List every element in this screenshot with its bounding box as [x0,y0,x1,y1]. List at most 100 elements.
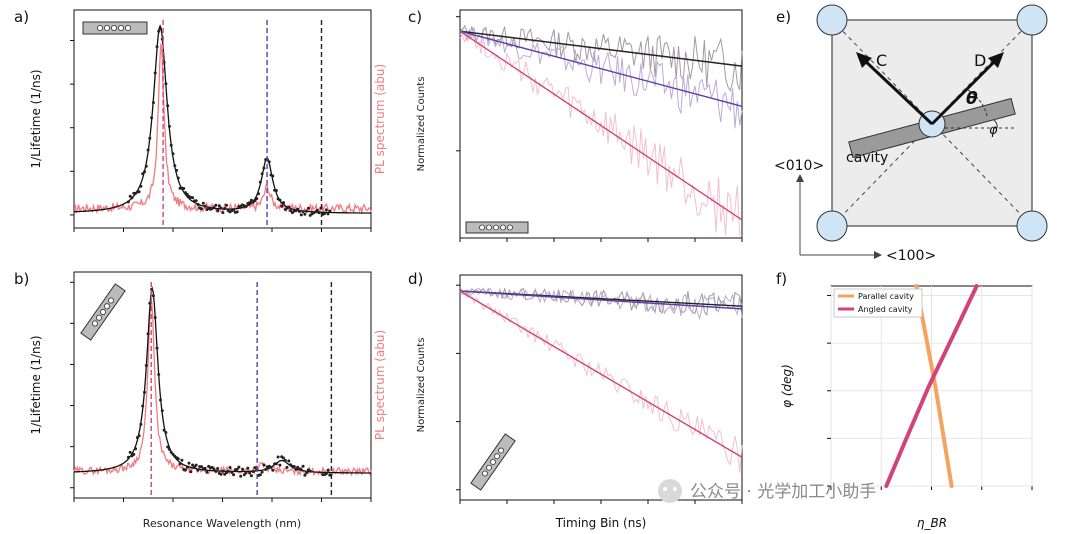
data-point [235,467,239,471]
data-point [205,470,209,474]
data-point [164,431,168,434]
ylabel-c: Normalized Counts [416,77,427,172]
data-point [221,211,225,215]
data-point [141,172,145,176]
data-point [143,170,146,174]
label-cavity: cavity [846,150,888,166]
data-point [219,206,223,210]
data-point [155,45,159,49]
data-point [153,71,157,75]
data-point [248,471,252,475]
data-point [225,203,228,207]
data-point [278,463,282,467]
watermark-text: 公众号 · 光学加工小助手 [690,482,876,502]
data-point [253,199,257,203]
data-point [178,462,182,466]
data-point [150,116,154,120]
data-point [166,104,170,108]
data-point [301,210,305,214]
data-point [171,152,175,156]
panel-b: 1/Lifetime (1/ns) PL spectrum (abu) Reso… [29,271,387,530]
wechat-logo-icon [663,487,667,491]
data-point [176,176,180,180]
data-point [159,27,162,31]
ylabel-right-a: PL spectrum (abu) [373,64,387,174]
data-point [242,473,246,477]
data-point [167,447,171,451]
arrow-head-c [856,52,872,68]
data-point [221,469,225,473]
data-point [169,143,173,147]
data-point [285,465,289,469]
data-point [282,456,285,460]
data-point [182,187,186,190]
data-point [324,208,328,212]
ylabel-right-b: PL spectrum (abu) [373,330,387,440]
data-point [244,471,248,475]
xlabel-b: Resonance Wavelength (nm) [143,517,301,530]
data-point [280,204,284,208]
plot-frame-b [73,271,372,499]
data-point [144,164,148,168]
ylabel-a: 1/Lifetime (1/ns) [29,69,43,168]
data-point [214,203,218,207]
data-point [326,468,330,472]
panel-label-e: e) [776,8,791,26]
data-point [299,213,303,217]
pl-spectrum-line [73,300,372,477]
data-point [287,459,291,463]
ylabel-b: 1/Lifetime (1/ns) [29,335,43,434]
data-point [251,470,255,474]
data-point [260,172,264,176]
series-line-parallel [914,284,954,488]
panel-f: φ (deg) η_BR Parallel cavity Angled cavi… [780,284,1033,530]
data-point [282,201,285,205]
series-line-angled [884,284,979,488]
decay-fit-line [459,30,743,221]
data-point [305,471,309,475]
wechat-logo-icon [658,479,682,503]
data-point [269,465,273,469]
data-point [210,465,214,469]
data-point [173,164,177,168]
data-point [191,463,195,467]
data-point [271,468,275,472]
data-point [184,468,187,472]
data-point [191,196,195,200]
data-point [237,465,241,469]
data-point [196,203,200,206]
data-point [216,467,220,470]
ylabel-d: Normalized Counts [416,338,427,433]
axis-arrow-head-100 [874,251,882,259]
data-point [253,466,257,470]
corner-atom [1016,210,1048,242]
data-point [278,198,282,202]
data-point [128,450,132,454]
data-point [271,174,275,178]
data-point [306,206,310,210]
data-point [148,136,152,140]
data-point [260,470,264,474]
legend-label-angled: Angled cavity [858,305,913,314]
data-point [308,469,312,473]
label-d: D [974,51,986,70]
data-point [139,184,143,188]
data-point [303,212,307,216]
data-point [315,208,319,212]
data-point [249,474,253,478]
data-point [141,404,145,408]
data-point [232,208,236,212]
axis-label-100: <100> [886,248,936,264]
data-point [323,212,326,216]
legend-box [833,288,923,318]
panel-e-diagram: C D θ φ cavity <010> <100> [774,4,1048,264]
data-point [185,465,189,469]
data-point [264,468,268,471]
data-point [176,457,180,461]
panel-d: Normalized Counts Timing Bin (ns) [416,274,743,530]
data-point [189,470,193,474]
data-point [226,469,230,473]
corner-atom [816,210,848,242]
data-point [219,472,223,476]
